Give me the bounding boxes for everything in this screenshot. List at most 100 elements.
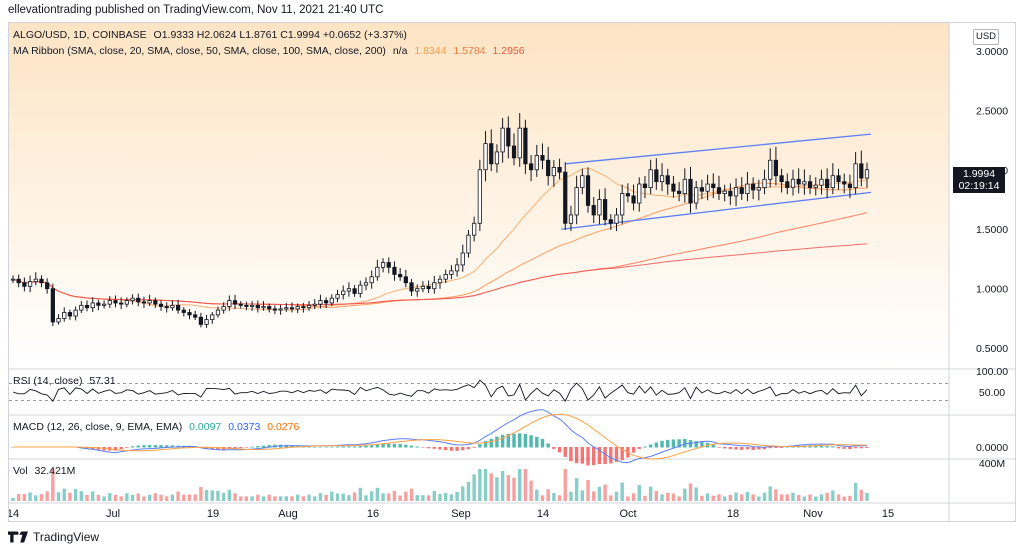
macd-hist-bar <box>375 444 380 448</box>
macd-hist-bar <box>540 438 545 448</box>
macd-hist-bar <box>643 446 647 448</box>
candle-body <box>10 278 16 281</box>
volume-bar <box>751 494 755 501</box>
volume-bar <box>421 495 425 501</box>
volume-bar <box>734 492 738 501</box>
candle-body <box>819 178 824 186</box>
volume-bar <box>199 486 203 501</box>
macd-hist-bar <box>779 447 784 448</box>
macd-hist-bar <box>119 447 123 450</box>
volume-bar <box>609 495 613 501</box>
volume-bar <box>341 493 345 501</box>
volume-bar <box>284 496 288 501</box>
macd-hist-bar <box>233 447 237 449</box>
volume-bar <box>506 475 511 501</box>
volume-bar <box>466 481 471 501</box>
macd-hist-bar <box>244 447 249 448</box>
macd-tick-label: 0.0000 <box>976 442 1008 454</box>
volume-bar <box>45 491 49 501</box>
macd-hist-bar <box>848 447 852 450</box>
volume-bar <box>426 495 431 501</box>
volume-bar <box>125 493 129 501</box>
volume-bar <box>22 494 27 501</box>
volume-bar <box>153 493 158 501</box>
candle-body <box>27 281 33 287</box>
candle-body <box>477 169 482 224</box>
macd-hist-bar <box>592 447 596 466</box>
candle-body <box>773 159 779 177</box>
time-tick-label: Aug <box>278 508 298 520</box>
volume-bar <box>443 492 448 501</box>
volume-bar <box>307 494 311 501</box>
candle-body <box>198 316 203 325</box>
candle-body <box>84 304 90 309</box>
macd-hist-bar <box>785 446 790 448</box>
volume-bar <box>717 494 721 501</box>
volume-bar <box>193 494 197 501</box>
price-tick-label: 2.5000 <box>976 105 1008 117</box>
macd-hist-bar <box>204 447 209 449</box>
candle-body <box>528 163 534 171</box>
macd-hist-bar <box>546 443 550 448</box>
candle-body <box>460 252 465 266</box>
candle-body <box>796 178 801 185</box>
macd-hist-bar <box>392 443 397 448</box>
candle-body <box>363 282 369 286</box>
currency-button[interactable]: USD <box>973 29 999 45</box>
volume-bar <box>204 490 209 501</box>
ma-value-3: 1.2956 <box>492 45 525 57</box>
macd-hist-bar <box>648 444 653 448</box>
volume-bar <box>398 495 402 501</box>
volume-bar <box>221 492 226 501</box>
ma-value-1: 1.8344 <box>414 45 447 57</box>
macd-hist-bar <box>700 441 704 448</box>
candle-body <box>415 288 420 292</box>
candle-body <box>181 309 186 313</box>
macd-hist-bar <box>358 445 363 448</box>
macd-hist-bar <box>147 445 152 448</box>
volume-bar <box>512 477 516 501</box>
volume-bar <box>478 469 482 501</box>
volume-bar <box>535 489 539 501</box>
macd-hist-bar <box>330 446 334 448</box>
macd-hist-bar <box>529 435 533 448</box>
macd-signal-value: 0.0276 <box>267 421 300 433</box>
candle-body <box>175 304 181 311</box>
candle-body <box>642 183 648 189</box>
candle-body <box>517 127 522 159</box>
volume-bar <box>694 487 698 501</box>
volume-bar <box>819 494 824 501</box>
macd-hist-bar <box>757 447 761 450</box>
candle-body <box>318 300 323 305</box>
volume-bar <box>28 492 32 501</box>
candle-body <box>625 193 630 197</box>
candle-body <box>375 266 380 278</box>
volume-bar <box>147 494 152 501</box>
macd-hist-bar <box>426 447 431 449</box>
macd-hist-bar <box>347 446 351 448</box>
volume-bar <box>757 496 761 501</box>
volume-bar <box>113 494 118 501</box>
volume-bar <box>489 473 493 501</box>
candle-body <box>654 169 659 183</box>
volume-bar <box>96 494 101 501</box>
macd-hist-bar <box>654 442 659 448</box>
macd-hist-bar <box>404 444 408 448</box>
volume-bar <box>677 496 681 501</box>
macd-hist-bar <box>130 446 135 448</box>
volume-bar <box>369 491 374 501</box>
ma-value-2: 1.5784 <box>453 45 486 57</box>
vol-tick-label: 400M <box>979 458 1005 470</box>
macd-hist-bar <box>165 445 169 448</box>
candle-body <box>272 308 278 311</box>
candle-body <box>523 127 528 165</box>
volume-bar <box>825 492 829 501</box>
volume-bar <box>375 487 380 501</box>
time-tick-label: 16 <box>367 508 379 520</box>
volume-bar <box>853 482 858 501</box>
candle-body <box>443 274 448 280</box>
rsi-tick-label: 50.00 <box>979 387 1005 399</box>
volume-bar <box>779 494 784 501</box>
